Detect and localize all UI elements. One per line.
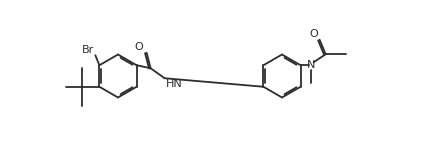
Text: O: O: [135, 42, 143, 52]
Text: HN: HN: [166, 79, 182, 89]
Text: O: O: [310, 29, 319, 39]
Text: N: N: [307, 60, 315, 70]
Text: Br: Br: [82, 45, 94, 55]
